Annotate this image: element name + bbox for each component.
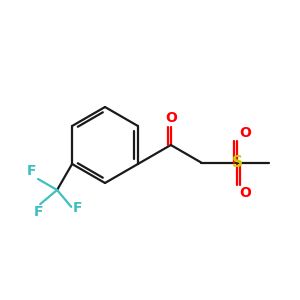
Text: O: O [165, 111, 177, 125]
Text: O: O [239, 185, 251, 200]
Text: F: F [34, 205, 43, 219]
Text: F: F [73, 201, 83, 215]
Text: O: O [239, 125, 251, 140]
Text: F: F [26, 164, 36, 178]
Text: S: S [232, 155, 243, 170]
